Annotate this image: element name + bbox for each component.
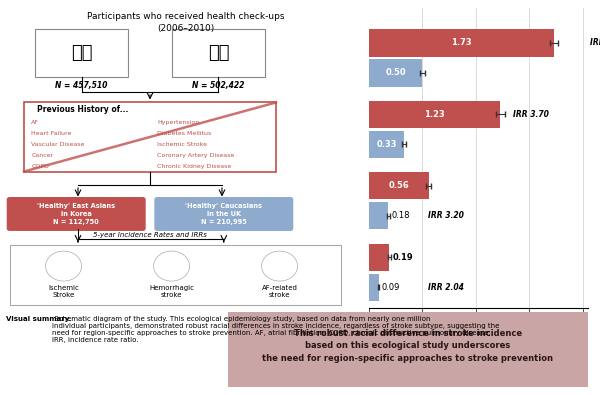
Text: IRR 3.20: IRR 3.20 (428, 211, 464, 220)
Text: (2006–2010): (2006–2010) (157, 24, 215, 34)
Text: Diabetes Mellitus: Diabetes Mellitus (157, 131, 211, 136)
Text: Schematic diagram of the study. This ecological epidemiology study, based on dat: Schematic diagram of the study. This eco… (52, 316, 500, 343)
Text: IRR 2.04: IRR 2.04 (428, 283, 464, 292)
Text: N = 457,510: N = 457,510 (55, 81, 108, 90)
Text: Visual summary.: Visual summary. (6, 316, 71, 322)
FancyBboxPatch shape (154, 197, 293, 231)
Text: Ischemic Stroke: Ischemic Stroke (157, 142, 207, 147)
FancyBboxPatch shape (35, 29, 128, 77)
Text: 0.19: 0.19 (392, 253, 413, 262)
Text: Ischemic
Stroke: Ischemic Stroke (48, 285, 79, 298)
Text: Chronic Kidney Disease: Chronic Kidney Disease (157, 164, 232, 169)
Text: 1.23: 1.23 (424, 110, 445, 119)
Text: 0.33: 0.33 (376, 140, 397, 149)
FancyBboxPatch shape (7, 197, 146, 231)
Text: This robust racial difference in stroke incidence
based on this ecological study: This robust racial difference in stroke … (263, 329, 554, 363)
Text: 0.50: 0.50 (385, 68, 406, 77)
Text: 1.73: 1.73 (451, 38, 472, 47)
Text: 0.56: 0.56 (389, 181, 409, 190)
Text: Coronary Artery Disease: Coronary Artery Disease (157, 153, 235, 158)
Text: 🇬🇧: 🇬🇧 (208, 44, 229, 62)
Text: Vascular Disease: Vascular Disease (31, 142, 85, 147)
Bar (369, 101, 500, 128)
Text: 5-year Incidence Rates and IRRs: 5-year Incidence Rates and IRRs (93, 231, 207, 238)
FancyBboxPatch shape (172, 29, 265, 77)
Text: 0.18: 0.18 (391, 211, 410, 220)
Text: 'Healthy' East Asians
in Korea
N = 112,750: 'Healthy' East Asians in Korea N = 112,7… (37, 203, 115, 225)
Text: Hemorrhagic
stroke: Hemorrhagic stroke (149, 285, 194, 298)
Text: N = 502,422: N = 502,422 (192, 81, 245, 90)
FancyBboxPatch shape (10, 245, 341, 305)
Text: Previous History of...: Previous History of... (37, 105, 128, 115)
FancyBboxPatch shape (24, 102, 276, 171)
Text: 0.09: 0.09 (382, 283, 400, 292)
Text: COPD: COPD (31, 164, 49, 169)
Bar (369, 244, 389, 271)
Bar (369, 274, 379, 301)
Bar (369, 172, 429, 199)
Text: Hypertension: Hypertension (157, 120, 199, 126)
Text: Participants who received health check-ups: Participants who received health check-u… (87, 12, 285, 21)
Bar (369, 29, 554, 56)
Text: 'Healthy' Caucasians
in the UK
N = 210,995: 'Healthy' Caucasians in the UK N = 210,9… (185, 203, 262, 225)
Bar (369, 202, 388, 229)
FancyBboxPatch shape (221, 310, 595, 389)
Bar (369, 59, 422, 87)
X-axis label: 5-year IR (per 1000 person-years): 5-year IR (per 1000 person-years) (413, 330, 544, 339)
Text: IRR 3.70: IRR 3.70 (513, 110, 549, 119)
Text: AF-related
stroke: AF-related stroke (262, 285, 298, 298)
Text: IRR 3.48: IRR 3.48 (590, 38, 600, 47)
Text: 🇰🇷: 🇰🇷 (71, 44, 92, 62)
Bar (369, 131, 404, 158)
Text: AF: AF (31, 120, 39, 126)
Legend: East Asians in Korea, Caucasians in the UK: East Asians in Korea, Caucasians in the … (358, 359, 534, 371)
Text: Cancer: Cancer (31, 153, 53, 158)
Text: Heart Failure: Heart Failure (31, 131, 71, 136)
